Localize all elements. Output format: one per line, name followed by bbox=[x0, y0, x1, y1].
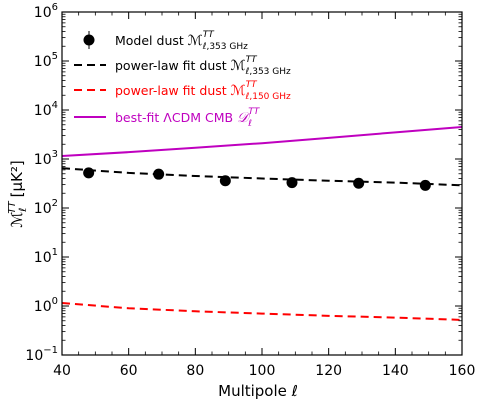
x-axis-title: Multipole ℓ bbox=[218, 382, 298, 400]
legend: Model dust ℳℓ,353 GHzTT power-law fit dus… bbox=[74, 30, 291, 129]
x-tick-label: 160 bbox=[449, 363, 476, 379]
series-line-3 bbox=[62, 125, 462, 158]
y-tick-label: 101 bbox=[34, 247, 58, 266]
y-tick-label: 104 bbox=[34, 100, 58, 119]
svg-text:ℳℓTT[μK²]: ℳℓTT [μK²] bbox=[7, 160, 29, 228]
x-tick-label: 80 bbox=[186, 363, 204, 379]
y-axis-title-symbol: ℳ bbox=[8, 212, 26, 228]
y-tick-label: 105 bbox=[34, 51, 58, 70]
legend-entry: Model dust ℳℓ,353 GHzTT bbox=[83, 30, 248, 52]
y-tick-label: 102 bbox=[34, 198, 58, 217]
series-model-dust-point bbox=[83, 167, 95, 179]
y-tick-label: 103 bbox=[34, 149, 58, 168]
legend-entry: best-fit ΛCDM CMB 𝒟ℓTT bbox=[74, 107, 261, 129]
y-tick-label: 10−1 bbox=[25, 345, 58, 364]
x-tick-label: 140 bbox=[382, 363, 409, 379]
y-axis-title: ℳℓTT [μK²] bbox=[7, 160, 29, 228]
x-tick-label: 120 bbox=[315, 363, 342, 379]
legend-label: power-law fit dust ℳℓ,353 GHzTT bbox=[115, 55, 291, 77]
y-axis: 10−1 100 101 102 103 104 105 106 bbox=[25, 2, 462, 364]
x-tick-label: 60 bbox=[120, 363, 138, 379]
y-tick-label: 106 bbox=[34, 2, 58, 21]
legend-label: power-law fit dust ℳℓ,150 GHzTT bbox=[115, 80, 291, 102]
x-tick-label: 100 bbox=[249, 363, 276, 379]
legend-label: best-fit ΛCDM CMB 𝒟ℓTT bbox=[115, 107, 261, 129]
y-axis-title-sup: TT bbox=[7, 200, 18, 213]
legend-marker bbox=[83, 34, 95, 46]
y-axis-title-sub: ℓ bbox=[18, 208, 29, 212]
y-tick-label: 100 bbox=[34, 296, 58, 315]
series-model-dust-point bbox=[419, 179, 431, 191]
legend-entry: power-law fit dust ℳℓ,353 GHzTT bbox=[74, 55, 291, 77]
x-tick-label: 40 bbox=[53, 363, 71, 379]
x-axis: 40 60 80 100 120 140 160 bbox=[53, 12, 475, 379]
series-model-dust-point bbox=[353, 177, 365, 189]
series-line-2 bbox=[62, 302, 462, 321]
legend-entry: power-law fit dust ℳℓ,150 GHzTT bbox=[74, 80, 291, 102]
plot-area bbox=[61, 11, 463, 356]
y-axis-title-unit: [μK²] bbox=[8, 160, 26, 197]
series-line-1 bbox=[62, 167, 462, 187]
legend-label: Model dust ℳℓ,353 GHzTT bbox=[115, 30, 248, 52]
